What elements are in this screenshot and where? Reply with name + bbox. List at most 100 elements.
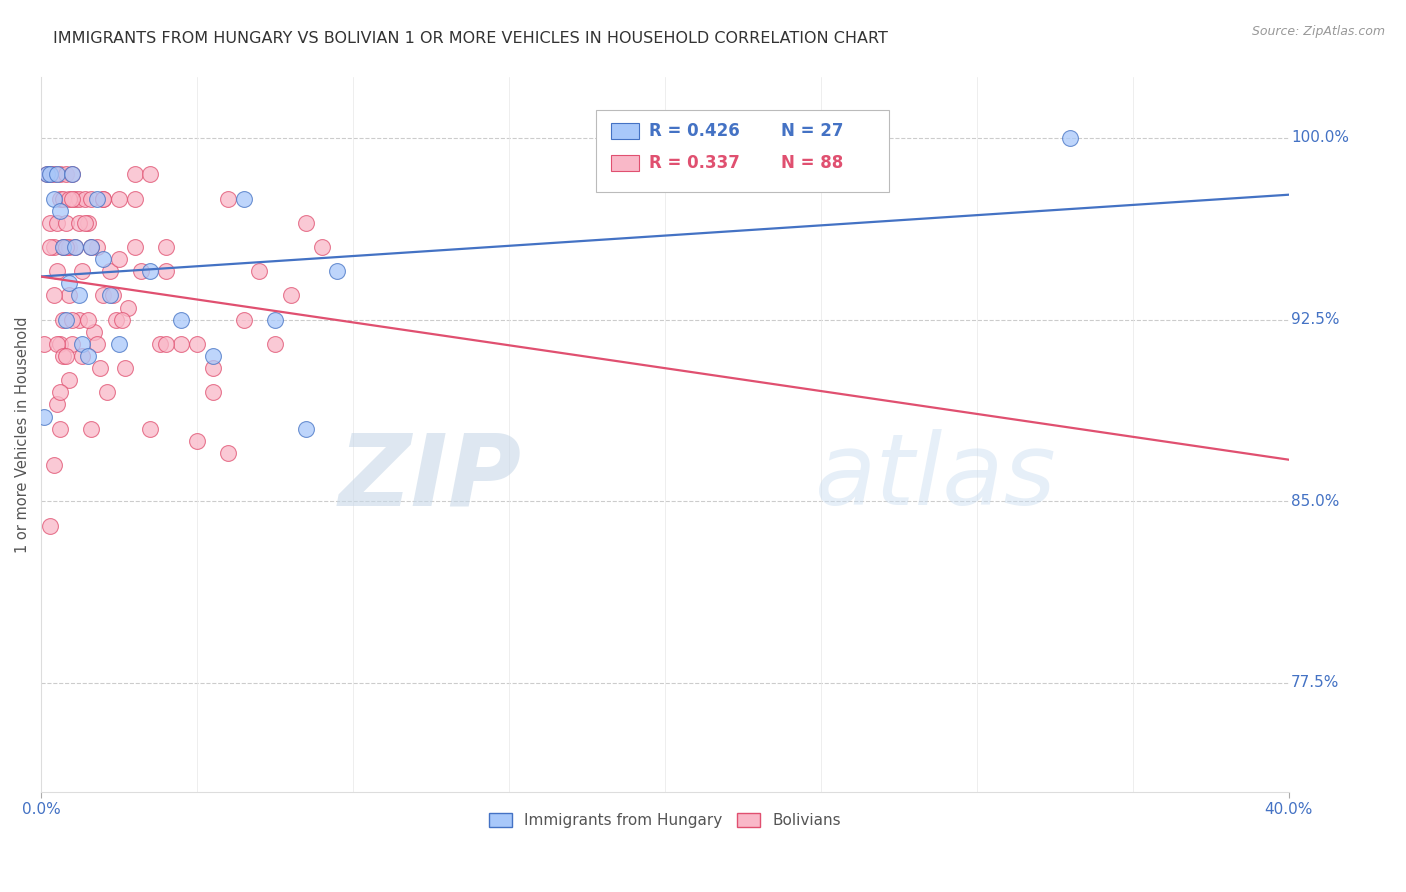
Point [249,264,271,278]
Point [326,264,349,278]
Point [264,337,287,351]
Point [52,192,75,206]
Point [60,337,83,351]
Point [58,277,80,291]
Point [93,252,115,266]
Point [32,337,55,351]
Point [111,312,134,326]
Point [80,240,103,254]
Point [55,240,77,254]
Point [39,240,62,254]
Point [70,349,93,363]
Point [60,167,83,181]
Point [139,422,162,436]
Point [37,167,59,181]
Point [108,252,131,266]
Point [49,167,72,181]
Point [264,312,287,326]
Point [201,349,224,363]
Point [45,337,67,351]
FancyBboxPatch shape [612,123,638,139]
Point [39,167,62,181]
Point [73,192,96,206]
Point [96,385,118,400]
Point [58,373,80,387]
Point [65,240,87,254]
Point [55,216,77,230]
Point [155,264,177,278]
Text: R = 0.337: R = 0.337 [648,154,740,172]
Point [80,192,103,206]
Point [49,422,72,436]
Text: N = 27: N = 27 [780,122,844,140]
Point [186,337,208,351]
Point [45,397,67,411]
Point [280,288,302,302]
Point [93,192,115,206]
Point [155,240,177,254]
Point [65,240,87,254]
Point [77,216,100,230]
Point [170,337,193,351]
Point [39,518,62,533]
Point [42,288,65,302]
Point [108,192,131,206]
Point [67,288,90,302]
Text: 92.5%: 92.5% [1291,312,1340,327]
Text: ZIP: ZIP [339,429,522,526]
Point [124,240,146,254]
Point [55,312,77,326]
FancyBboxPatch shape [596,110,890,192]
Point [217,192,239,206]
Point [129,264,152,278]
Point [89,361,111,376]
Point [114,361,136,376]
Point [73,216,96,230]
Text: IMMIGRANTS FROM HUNGARY VS BOLIVIAN 1 OR MORE VEHICLES IN HOUSEHOLD CORRELATION : IMMIGRANTS FROM HUNGARY VS BOLIVIAN 1 OR… [53,31,889,46]
Point [149,337,172,351]
Point [67,312,90,326]
Point [117,301,139,315]
Point [86,240,108,254]
Point [80,240,103,254]
Point [49,203,72,218]
Point [101,288,124,302]
Text: atlas: atlas [814,429,1056,526]
Point [52,240,75,254]
FancyBboxPatch shape [612,155,638,171]
Text: 100.0%: 100.0% [1291,130,1350,145]
Point [80,422,103,436]
Text: Source: ZipAtlas.com: Source: ZipAtlas.com [1251,25,1385,38]
Point [52,312,75,326]
Text: 77.5%: 77.5% [1291,675,1340,690]
Point [232,312,254,326]
Point [93,288,115,302]
Point [39,216,62,230]
Point [170,312,193,326]
Point [45,264,67,278]
Point [83,325,105,339]
Point [98,264,121,278]
Point [58,240,80,254]
Point [55,167,77,181]
Point [217,446,239,460]
Point [55,349,77,363]
Point [232,192,254,206]
Point [60,167,83,181]
Text: R = 0.426: R = 0.426 [648,122,740,140]
Point [1059,131,1081,145]
Point [42,167,65,181]
Point [52,240,75,254]
Point [86,192,108,206]
Point [42,240,65,254]
Point [45,216,67,230]
Point [45,167,67,181]
Text: 85.0%: 85.0% [1291,494,1340,508]
Point [295,216,318,230]
Point [155,337,177,351]
Point [139,167,162,181]
Text: N = 88: N = 88 [780,154,844,172]
Point [201,361,224,376]
Point [60,312,83,326]
Point [37,167,59,181]
